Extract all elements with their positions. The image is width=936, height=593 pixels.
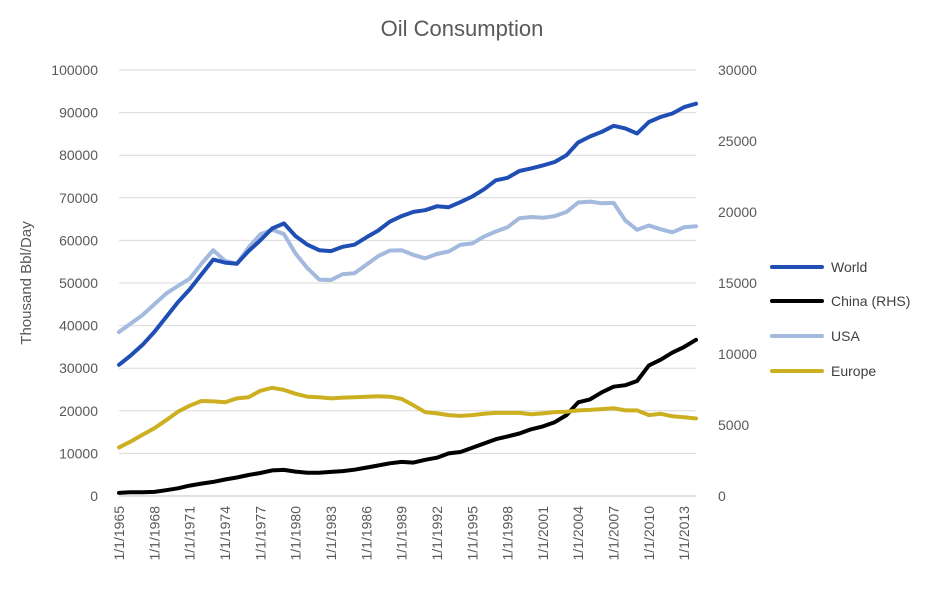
x-axis-tick-label: 1/1/1998 [500,506,516,561]
legend-label-europe: Europe [831,363,876,379]
x-axis-tick-label: 1/1/1995 [464,506,480,561]
left-axis-tick-label: 0 [90,488,98,504]
right-axis-tick-label: 20000 [718,204,757,220]
right-axis-tick-label: 30000 [718,62,757,78]
x-axis-tick-label: 1/1/1968 [146,506,162,561]
left-axis-tick-label: 20000 [59,403,98,419]
left-axis-tick-label: 90000 [59,105,98,121]
left-axis-tick-label: 100000 [51,62,98,78]
x-axis-tick-label: 1/1/1980 [288,506,304,561]
left-axis-ticks: 0 10000 20000 30000 40000 50000 60000 70000 8000… [51,62,98,504]
series-line-europe [117,385,698,450]
x-axis-tick-label: 1/1/2013 [676,506,692,561]
series-line-world [117,101,698,367]
right-axis-tick-label: 0 [718,488,726,504]
gridlines [119,69,696,497]
x-axis-tick-label: 1/1/1977 [252,506,268,561]
left-axis-tick-label: 60000 [59,232,98,248]
series-line-china-rhs [117,337,698,495]
right-axis-tick-label: 10000 [718,346,757,362]
x-axis-tick-label: 1/1/1974 [217,506,233,561]
right-axis-tick-label: 25000 [718,133,757,149]
x-axis-tick-label: 1/1/2004 [570,506,586,561]
left-axis-tick-label: 70000 [59,190,98,206]
legend: World China (RHS) USA Europe [770,259,910,379]
left-axis-tick-label: 30000 [59,360,98,376]
left-axis-tick-label: 40000 [59,318,98,334]
series-lines [117,101,698,495]
right-axis-tick-label: 5000 [718,417,749,433]
legend-label-china-rhs: China (RHS) [831,293,910,309]
x-axis-tick-label: 1/1/2001 [535,506,551,561]
chart-title: Oil Consumption [381,16,544,41]
x-axis-tick-label: 1/1/2010 [641,506,657,561]
legend-label-usa: USA [831,328,860,344]
x-axis-ticks: 1/1/1965 1/1/1968 1/1/1971 1/1/1974 1/1/1977… [111,506,692,561]
x-axis-tick-label: 1/1/1992 [429,506,445,561]
x-axis-tick-label: 1/1/1986 [358,506,374,561]
left-axis-tick-label: 80000 [59,147,98,163]
x-axis-tick-label: 1/1/1971 [182,506,198,561]
y-axis-title: Thousand Bbl/Day [18,221,35,345]
series-line-usa [117,199,698,334]
x-axis-tick-label: 1/1/1983 [323,506,339,561]
left-axis-tick-label: 50000 [59,275,98,291]
right-axis-ticks: 0 5000 10000 15000 20000 25000 30000 [718,62,757,504]
x-axis-tick-label: 1/1/2007 [606,506,622,561]
right-axis-tick-label: 15000 [718,275,757,291]
legend-label-world: World [831,259,867,275]
x-axis-tick-label: 1/1/1989 [394,506,410,561]
left-axis-tick-label: 10000 [59,445,98,461]
x-axis-tick-label: 1/1/1965 [111,506,127,561]
